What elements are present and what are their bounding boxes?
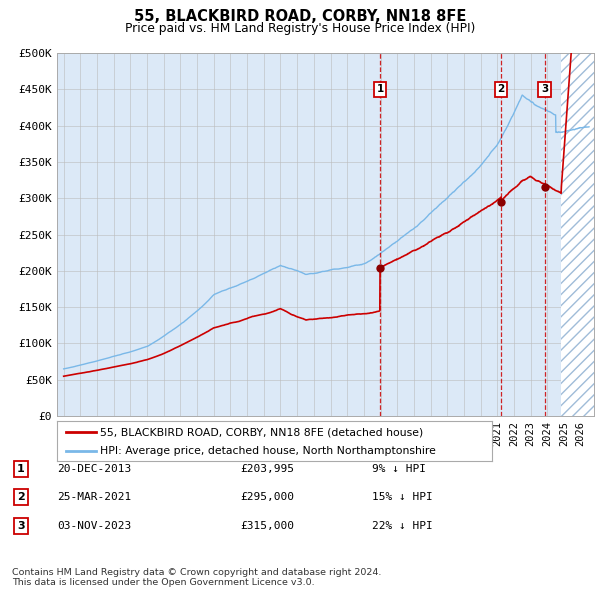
Text: 1: 1 bbox=[17, 464, 25, 474]
Text: 55, BLACKBIRD ROAD, CORBY, NN18 8FE: 55, BLACKBIRD ROAD, CORBY, NN18 8FE bbox=[134, 9, 466, 24]
Text: 3: 3 bbox=[541, 84, 548, 94]
Text: 9% ↓ HPI: 9% ↓ HPI bbox=[372, 464, 426, 474]
Text: 2: 2 bbox=[497, 84, 505, 94]
Bar bbox=[562, 53, 594, 416]
Text: £295,000: £295,000 bbox=[240, 493, 294, 502]
Text: 2: 2 bbox=[17, 493, 25, 502]
Text: £203,995: £203,995 bbox=[240, 464, 294, 474]
Text: Contains HM Land Registry data © Crown copyright and database right 2024.
This d: Contains HM Land Registry data © Crown c… bbox=[12, 568, 382, 587]
Text: 3: 3 bbox=[17, 521, 25, 530]
Text: 1: 1 bbox=[376, 84, 383, 94]
Text: 15% ↓ HPI: 15% ↓ HPI bbox=[372, 493, 433, 502]
Text: 55, BLACKBIRD ROAD, CORBY, NN18 8FE (detached house): 55, BLACKBIRD ROAD, CORBY, NN18 8FE (det… bbox=[101, 428, 424, 438]
Text: £315,000: £315,000 bbox=[240, 521, 294, 530]
Text: 22% ↓ HPI: 22% ↓ HPI bbox=[372, 521, 433, 530]
Text: 25-MAR-2021: 25-MAR-2021 bbox=[57, 493, 131, 502]
Text: 03-NOV-2023: 03-NOV-2023 bbox=[57, 521, 131, 530]
Text: Price paid vs. HM Land Registry's House Price Index (HPI): Price paid vs. HM Land Registry's House … bbox=[125, 22, 475, 35]
Text: 20-DEC-2013: 20-DEC-2013 bbox=[57, 464, 131, 474]
Text: HPI: Average price, detached house, North Northamptonshire: HPI: Average price, detached house, Nort… bbox=[101, 447, 436, 456]
Bar bbox=[562, 53, 594, 416]
